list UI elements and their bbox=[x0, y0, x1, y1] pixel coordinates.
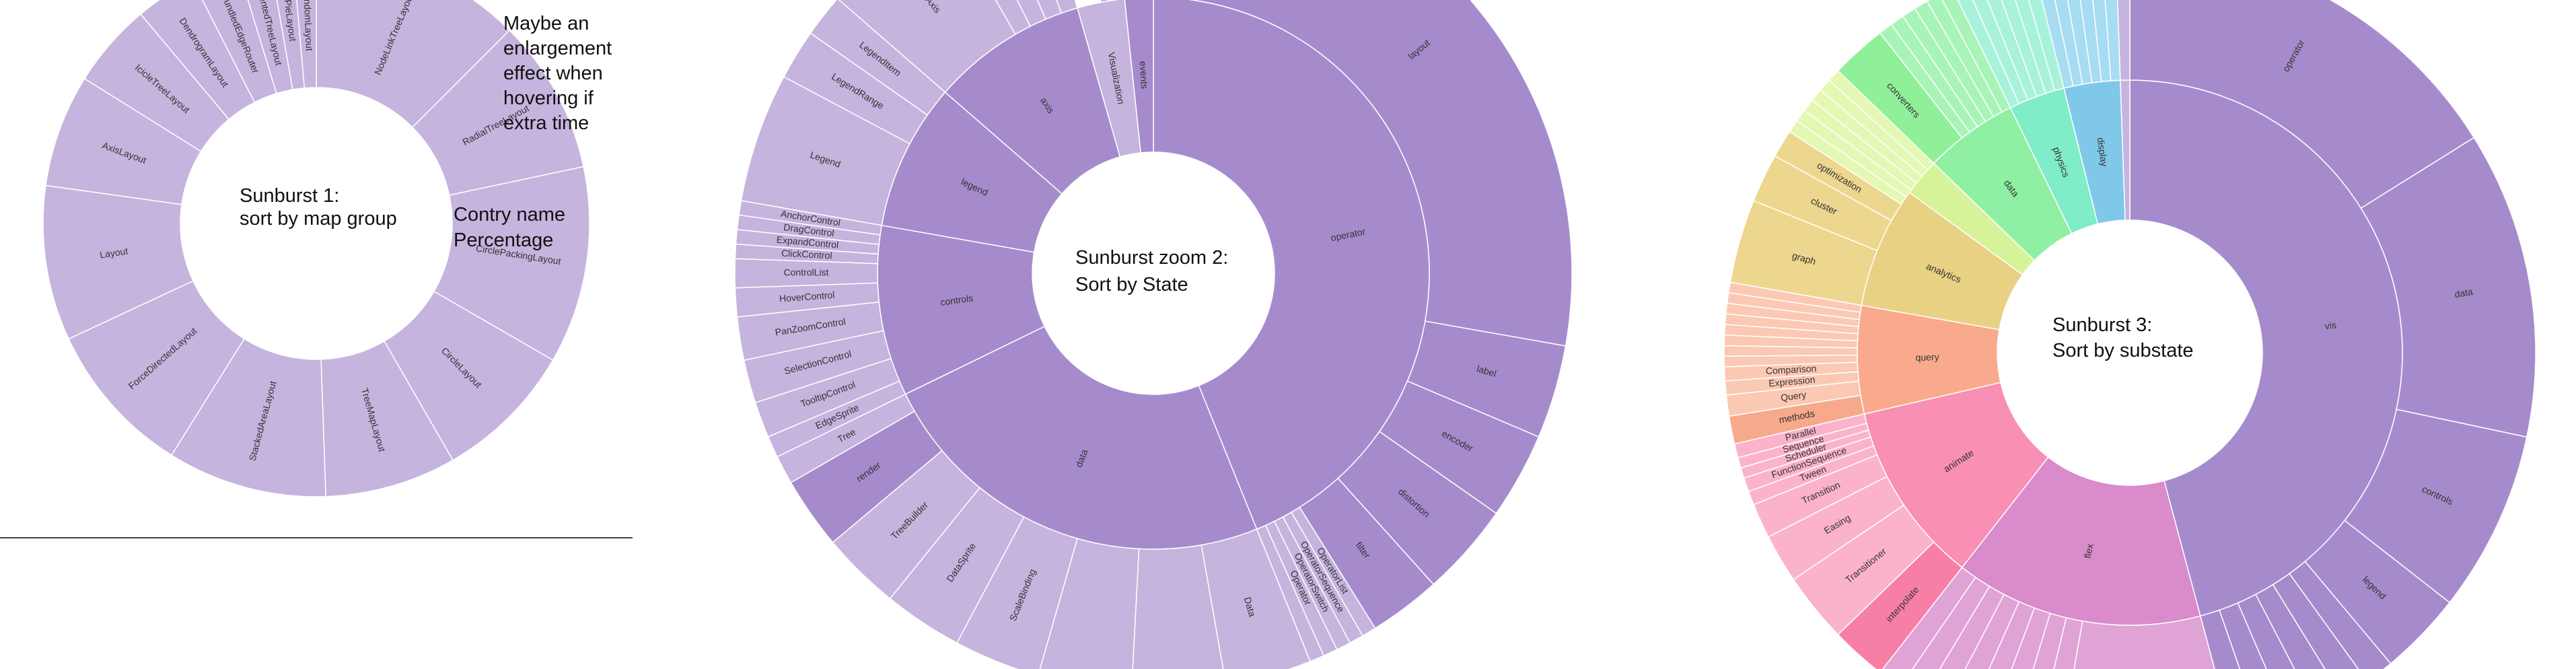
annotation: extra time bbox=[503, 112, 589, 134]
slice bbox=[1124, 0, 1154, 153]
slice-label: flex bbox=[2082, 542, 2096, 559]
slice-label: data bbox=[2454, 286, 2474, 300]
sunburst1: NodeLinkTreeLayoutRadialTreeLayoutCircle… bbox=[42, 0, 590, 497]
slice-label: Layout bbox=[99, 246, 129, 260]
caption: Sunburst 1: bbox=[240, 185, 339, 207]
annotation: effect when bbox=[503, 63, 603, 84]
annotation: enlargement bbox=[503, 38, 612, 59]
slice-label: Expression bbox=[1768, 374, 1816, 389]
slice-label: display bbox=[2095, 137, 2110, 167]
slice bbox=[2116, 0, 2131, 81]
slice-label: events bbox=[1138, 61, 1150, 89]
caption: Sort by substate bbox=[2052, 340, 2194, 361]
note: Percentage bbox=[454, 230, 553, 251]
slice-label: vis bbox=[2324, 319, 2337, 331]
slice bbox=[1188, 0, 1573, 347]
slice-label: Comparison bbox=[1766, 363, 1817, 376]
slice bbox=[433, 166, 590, 361]
slice-label: ControlList bbox=[784, 267, 829, 278]
caption: Sunburst zoom 2: bbox=[1075, 247, 1228, 269]
slice bbox=[139, 0, 256, 120]
slice-label: ClickControl bbox=[781, 248, 832, 261]
slice-label: RandomLayout bbox=[301, 0, 315, 51]
slice-label: HoverControl bbox=[779, 289, 834, 304]
slice-label: query bbox=[1915, 351, 1939, 363]
slice bbox=[316, 0, 511, 129]
slice-label: Data bbox=[1242, 596, 1258, 618]
slice bbox=[1056, 0, 1078, 14]
slice bbox=[1108, 0, 1118, 2]
caption: Sunburst 3: bbox=[2052, 314, 2152, 336]
slice-label: controls bbox=[939, 292, 974, 308]
annotation: hovering if bbox=[503, 87, 594, 109]
slice-label: Query bbox=[1780, 389, 1807, 403]
sunburst2: operatordatacontrolslegendaxisVisualizat… bbox=[734, 0, 1573, 669]
annotation: Maybe an bbox=[503, 13, 589, 34]
caption: sort by map group bbox=[240, 208, 397, 230]
slice bbox=[2129, 0, 2475, 209]
slice bbox=[296, 0, 317, 89]
slice bbox=[2073, 615, 2215, 669]
slice bbox=[838, 0, 1017, 94]
note: Contry name bbox=[454, 204, 565, 225]
caption: Sort by State bbox=[1075, 274, 1188, 295]
slice bbox=[1100, 0, 1110, 3]
